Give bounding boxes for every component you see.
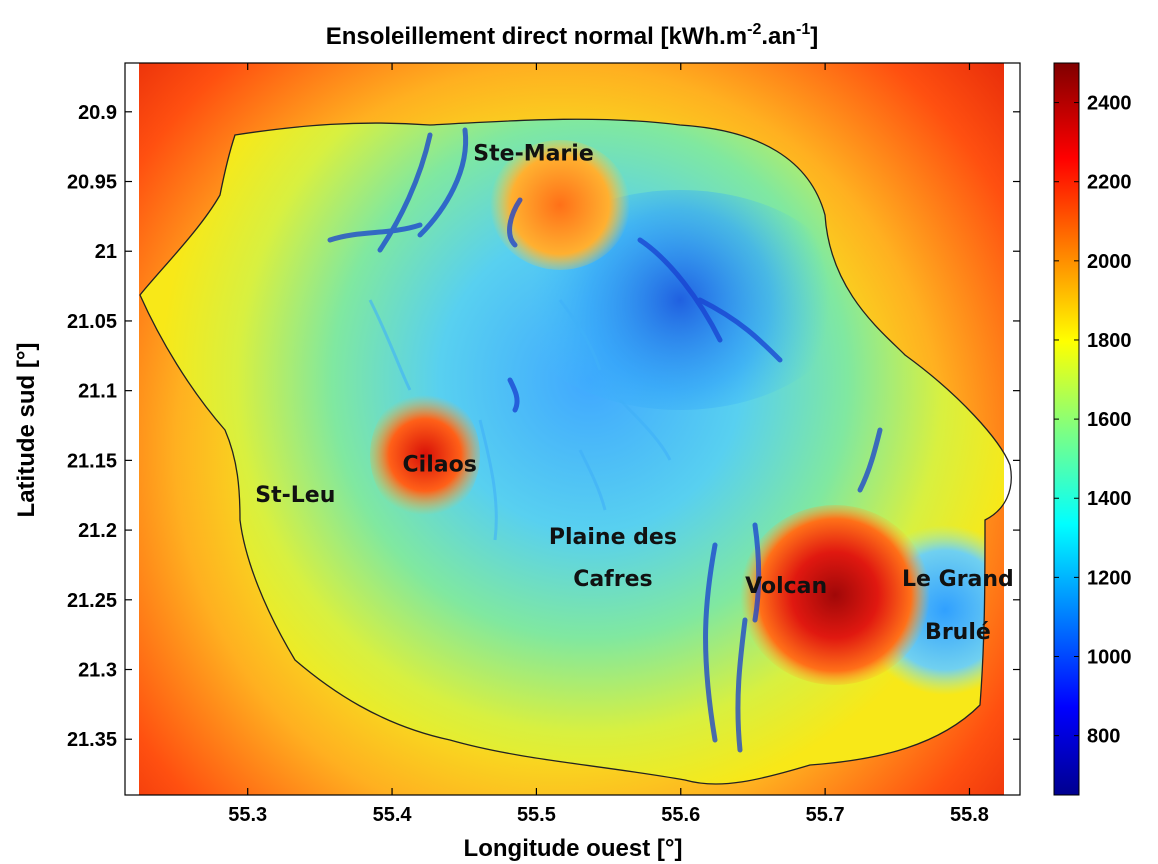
colorbar: 800 1000 1200 1400 1600 1800 2000 2200 2400	[1053, 62, 1132, 796]
x-tick-label: 55.8	[950, 804, 989, 826]
y-tick-label: 20.9	[78, 102, 117, 124]
place-label: Volcan	[745, 574, 827, 599]
coastline	[139, 118, 1012, 785]
place-label: Ste-Marie	[473, 142, 593, 167]
y-tick-label: 21.35	[67, 729, 117, 751]
place-label: St-Leu	[255, 483, 335, 508]
colorbar-tick-label: 1800	[1087, 330, 1132, 352]
x-tick-label: 55.6	[661, 804, 700, 826]
y-tick-label: 21.05	[67, 311, 117, 333]
colorbar-tick-label: 2000	[1087, 251, 1132, 273]
place-label: Cafres	[573, 567, 652, 592]
y-tick-label: 21.1	[78, 381, 117, 403]
y-tick-label: 21.25	[67, 590, 117, 612]
colorbar-tick-label: 2200	[1087, 172, 1132, 194]
y-tick-label: 21.2	[78, 520, 117, 542]
colorbar-ticks: 800 1000 1200 1400 1600 1800 2000 2200 2400	[1054, 93, 1132, 748]
place-label: Brulé	[925, 620, 991, 645]
y-axis-label: Latitude sud [°]	[13, 343, 40, 518]
heatmap-field	[139, 63, 1006, 795]
colorbar-tick-label: 1000	[1087, 647, 1132, 669]
colorbar-tick-label: 800	[1087, 726, 1120, 748]
colorbar-tick-label: 1400	[1087, 488, 1132, 510]
x-tick-label: 55.4	[373, 804, 413, 826]
place-labels: Ste-Marie Cilaos St-Leu Plaine des Cafres Vol…	[255, 142, 1014, 645]
place-label: Le Grand	[902, 567, 1014, 592]
plot-frame	[124, 62, 1021, 796]
x-tick-label: 55.7	[806, 804, 845, 826]
x-axis-ticks: 55.3 55.4 55.5 55.6 55.7 55.8	[228, 63, 989, 826]
place-label: Cilaos	[403, 453, 477, 478]
y-tick-label: 20.95	[67, 172, 117, 194]
colorbar-tick-label: 1600	[1087, 409, 1132, 431]
x-tick-label: 55.5	[517, 804, 556, 826]
chart-title: Ensoleillement direct normal [kWh.m-2.an…	[326, 21, 819, 50]
colorbar-tick-label: 1200	[1087, 567, 1132, 589]
place-label: Plaine des	[549, 525, 677, 550]
y-tick-label: 21.15	[67, 450, 117, 472]
colorbar-tick-label: 2400	[1087, 93, 1132, 115]
y-tick-label: 21.3	[78, 660, 117, 682]
colorbar-gradient	[1053, 62, 1080, 796]
x-tick-label: 55.3	[228, 804, 267, 826]
x-axis-label: Longitude ouest [°]	[464, 835, 683, 862]
y-tick-label: 21	[95, 241, 117, 263]
y-axis-ticks: 20.9 20.95 21 21.05 21.1 21.15 21.2 21.25 21.3 21…	[67, 102, 1020, 751]
